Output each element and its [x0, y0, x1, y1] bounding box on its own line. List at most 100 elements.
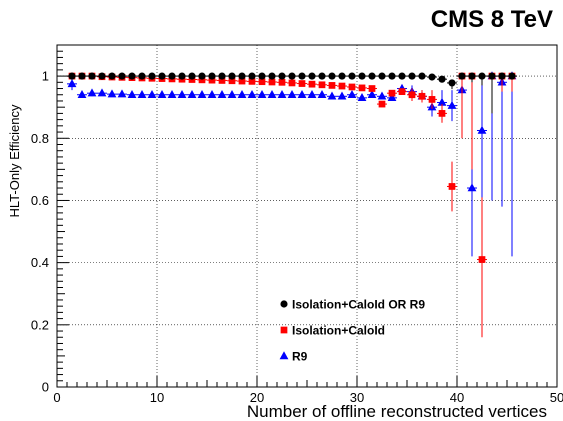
data-point [258, 72, 266, 80]
data-point [168, 72, 176, 80]
x-tick-label: 0 [53, 390, 60, 405]
data-point [318, 72, 326, 80]
data-point [147, 89, 157, 98]
y-tick-label: 0.4 [31, 255, 49, 270]
data-point [357, 93, 367, 102]
data-point [288, 79, 296, 87]
data-point [78, 72, 86, 80]
data-point [288, 72, 296, 80]
data-point [208, 72, 216, 80]
data-point [467, 183, 477, 192]
data-point [108, 72, 116, 80]
data-point [228, 72, 236, 80]
chart-header-title: CMS 8 TeV [430, 6, 553, 33]
data-point [187, 89, 197, 98]
y-tick-label: 0.2 [31, 317, 49, 332]
data-point [347, 89, 357, 98]
x-tick-label: 30 [350, 390, 364, 405]
data-point [447, 100, 457, 109]
data-point [308, 80, 316, 88]
data-point [438, 75, 446, 83]
data-point [117, 89, 127, 98]
data-point [408, 72, 416, 80]
series-layer [67, 71, 517, 338]
data-point [258, 78, 266, 86]
data-point [328, 72, 336, 80]
legend-label: R9 [292, 350, 308, 364]
x-tick-label: 50 [550, 390, 563, 405]
data-point [327, 91, 337, 100]
data-point [468, 72, 476, 80]
data-point [87, 88, 97, 97]
data-point [67, 79, 77, 88]
data-point [127, 89, 137, 98]
data-point [348, 83, 356, 91]
data-point [287, 89, 297, 98]
data-point [368, 85, 376, 92]
data-point [138, 72, 146, 80]
x-tick-label: 10 [150, 390, 164, 405]
data-point [278, 78, 286, 86]
legend-label: Isolation+CaloId OR R9 [292, 298, 425, 312]
data-point [157, 89, 167, 98]
data-point [337, 91, 347, 100]
data-point [368, 72, 376, 80]
y-tick-label: 0.6 [31, 193, 49, 208]
data-point [248, 78, 256, 85]
data-point [488, 72, 496, 80]
data-point [218, 77, 226, 84]
data-point [107, 89, 117, 98]
data-point [227, 89, 237, 98]
data-point [437, 97, 447, 106]
data-point [137, 89, 147, 98]
data-point [387, 93, 397, 102]
data-point [418, 92, 426, 100]
data-point [237, 89, 247, 98]
data-point [388, 89, 396, 97]
data-point [267, 89, 277, 98]
data-point [178, 72, 186, 80]
data-point [398, 88, 406, 95]
data-point [338, 82, 346, 90]
y-axis-label: HLT-Only Efficiency [7, 104, 22, 217]
data-point [118, 72, 126, 80]
data-point [408, 91, 416, 99]
data-point [378, 100, 386, 108]
data-point [367, 89, 377, 98]
data-point [498, 72, 506, 80]
x-tick-label: 40 [450, 390, 464, 405]
data-point [208, 76, 216, 84]
data-point [448, 79, 456, 87]
data-point [418, 72, 426, 80]
data-point [217, 89, 227, 98]
data-point [338, 72, 346, 80]
y-tick-label: 1 [42, 69, 49, 84]
data-point [388, 72, 396, 80]
legend-label: Isolation+CaloId [292, 324, 385, 338]
data-point [268, 78, 276, 86]
x-tick-label: 20 [250, 390, 264, 405]
data-point [358, 84, 366, 92]
data-point [247, 89, 257, 98]
data-point [297, 89, 307, 98]
data-point [228, 77, 236, 85]
ticks-layer: 0 10 20 30 40 50 0 0.2 0.4 0.6 0.8 1 [31, 44, 563, 405]
data-point [428, 96, 436, 103]
data-point [167, 89, 177, 98]
legend-marker [279, 351, 289, 360]
data-point [268, 72, 276, 80]
data-point [398, 72, 406, 80]
data-point [478, 256, 486, 263]
data-point [278, 72, 286, 80]
data-point [248, 72, 256, 80]
data-point [378, 72, 386, 80]
series-circle [67, 72, 517, 114]
data-point [77, 89, 87, 98]
data-point [97, 88, 107, 97]
data-point [478, 72, 486, 80]
data-point [428, 73, 436, 81]
chart-legend: Isolation+CaloId OR R9 Isolation+CaloId R9 [279, 298, 425, 364]
data-point [98, 72, 106, 80]
y-tick-label: 0 [42, 380, 49, 395]
